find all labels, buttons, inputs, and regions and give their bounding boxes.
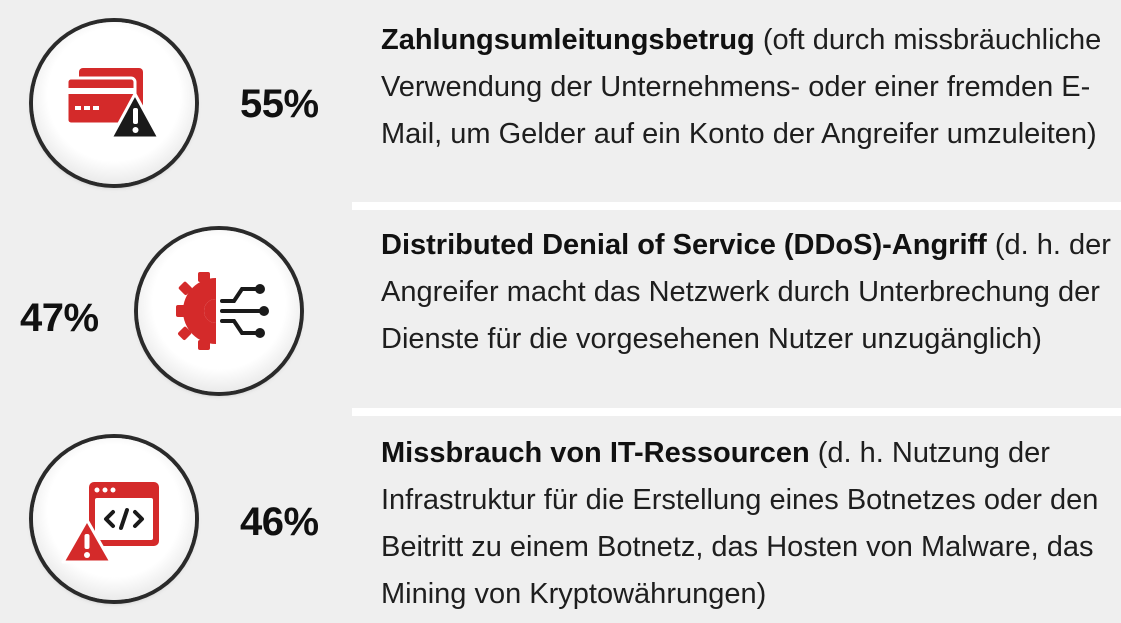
- item-text: (oft durch missbräuchliche Verwendung de…: [381, 24, 1102, 150]
- percentage-value: 46%: [240, 500, 319, 544]
- row-divider: [352, 202, 1121, 210]
- code-window-warning-icon: [61, 482, 159, 564]
- item-row-ddos: 47% Distributed Denial of Service (DDoS)…: [0, 206, 1121, 412]
- icon-circle: [33, 22, 195, 184]
- item-title: Zahlungsumleitungsbetrug: [381, 24, 755, 56]
- item-title: Missbrauch von IT-Ressourcen: [381, 437, 810, 469]
- item-description: Missbrauch von IT-Ressourcen (d. h. Nutz…: [381, 430, 1111, 618]
- item-title: Distributed Denial of Service (DDoS)-Ang…: [381, 229, 987, 261]
- item-row-it-misuse: 46% Missbrauch von IT-Ressourcen (d. h. …: [0, 412, 1121, 623]
- icon-circle: [33, 438, 195, 600]
- item-description: Zahlungsumleitungsbetrug (oft durch miss…: [381, 17, 1111, 158]
- percentage-value: 47%: [20, 296, 99, 340]
- credit-card-warning-icon: [65, 68, 161, 140]
- percentage-value: 55%: [240, 82, 319, 126]
- gear-network-icon: [176, 272, 269, 350]
- item-text: (d. h. Nutzung der Infrastruktur für die…: [381, 437, 1099, 610]
- item-description: Distributed Denial of Service (DDoS)-Ang…: [381, 222, 1111, 363]
- item-row-payment-fraud: 55% Zahlungsumleitungsbetrug (oft durch …: [0, 0, 1121, 206]
- row-divider: [352, 408, 1121, 416]
- item-text: (d. h. der Angreifer macht das Netzwerk …: [381, 229, 1111, 355]
- icon-circle: [138, 230, 300, 392]
